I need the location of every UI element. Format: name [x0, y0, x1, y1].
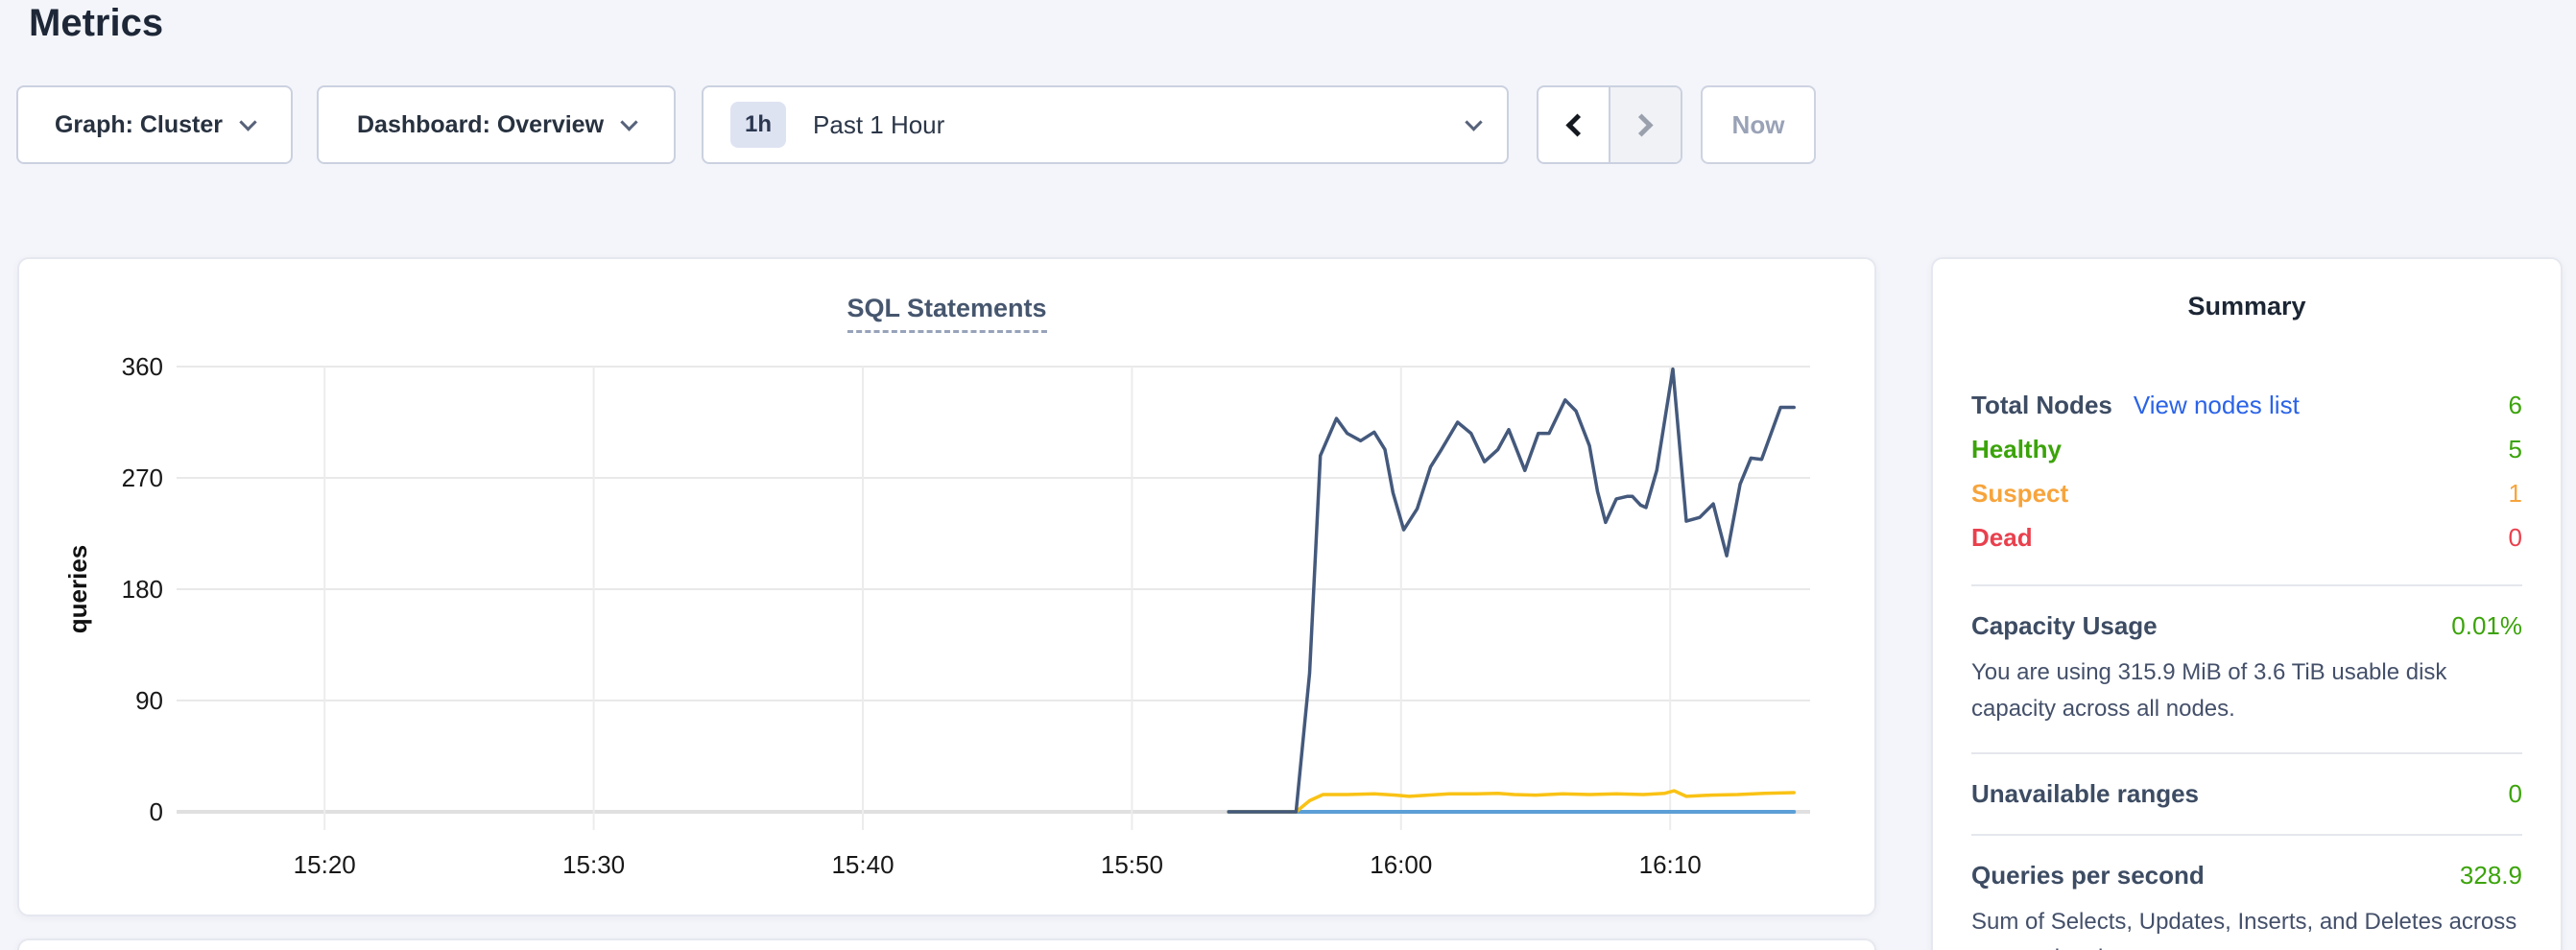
dashboard-dropdown-label: Dashboard: Overview — [356, 110, 605, 138]
summary-title: Summary — [2187, 292, 2306, 321]
time-range-label: Past 1 Hour — [813, 109, 945, 139]
svg-text:16:10: 16:10 — [1639, 850, 1702, 879]
capacity-usage-caption: You are using 315.9 MiB of 3.6 TiB usabl… — [1971, 659, 2447, 722]
now-button[interactable]: Now — [1701, 85, 1816, 164]
svg-text:270: 270 — [122, 463, 163, 492]
sql-statements-plot[interactable]: 0 90 180 270 360 15:20 15:30 15:40 15:50 16:00 16:… — [19, 259, 1878, 918]
total-nodes-value: 6 — [2508, 390, 2522, 419]
chevron-down-icon — [239, 112, 257, 131]
healthy-nodes-label: Healthy — [1971, 434, 2062, 463]
dead-nodes-value: 0 — [2508, 522, 2522, 552]
healthy-nodes-value: 5 — [2508, 434, 2522, 463]
svg-text:15:50: 15:50 — [1101, 850, 1163, 879]
queries-per-second-section: Queries per second 328.9 Sum of Selects,… — [1971, 836, 2522, 950]
total-nodes-label: Total Nodes — [1971, 390, 2112, 419]
svg-text:queries: queries — [63, 545, 92, 634]
queries-per-second-value: 328.9 — [2459, 861, 2522, 890]
dashboard-dropdown[interactable]: Dashboard: Overview — [317, 85, 676, 164]
svg-text:15:40: 15:40 — [831, 850, 894, 879]
time-range-selector[interactable]: 1h Past 1 Hour — [702, 85, 1509, 164]
unavailable-ranges-value: 0 — [2508, 779, 2522, 808]
queries-per-second-label: Queries per second — [1971, 861, 2205, 890]
time-range-badge: 1h — [730, 102, 787, 148]
healthy-nodes-row: Healthy 5 — [1971, 427, 2522, 471]
svg-text:180: 180 — [122, 575, 163, 604]
unavailable-ranges-section: Unavailable ranges 0 — [1971, 754, 2522, 834]
suspect-nodes-label: Suspect — [1971, 478, 2069, 508]
svg-text:90: 90 — [135, 686, 163, 715]
unavailable-ranges-label: Unavailable ranges — [1971, 779, 2199, 808]
summary-panel: Summary Total Nodes View nodes list 6 He… — [1931, 257, 2563, 950]
view-nodes-list-link[interactable]: View nodes list — [2133, 390, 2300, 419]
svg-text:16:00: 16:00 — [1370, 850, 1432, 879]
capacity-usage-label: Capacity Usage — [1971, 611, 2158, 640]
chevron-left-icon — [1565, 112, 1589, 137]
chart-title[interactable]: SQL Statements — [847, 294, 1047, 333]
suspect-nodes-row: Suspect 1 — [1971, 471, 2522, 515]
divider — [1971, 834, 2522, 836]
graph-dropdown[interactable]: Graph: Cluster — [16, 85, 293, 164]
total-nodes-row: Total Nodes View nodes list 6 — [1971, 383, 2522, 427]
svg-text:360: 360 — [122, 352, 163, 381]
chevron-down-icon — [1465, 112, 1483, 131]
svg-text:0: 0 — [150, 797, 163, 826]
now-button-label: Now — [1731, 109, 1785, 139]
svg-text:15:30: 15:30 — [562, 850, 625, 879]
suspect-nodes-value: 1 — [2508, 478, 2522, 508]
sql-statements-chart-card: SQL Statements 0 90 180 270 360 15:20 15:30 15:… — [17, 257, 1876, 916]
capacity-usage-section: Capacity Usage 0.01% You are using 315.9… — [1971, 586, 2522, 752]
next-chart-card-partial — [17, 938, 1876, 950]
divider — [1971, 584, 2522, 586]
capacity-usage-value: 0.01% — [2451, 611, 2522, 640]
dead-nodes-label: Dead — [1971, 522, 2033, 552]
chevron-down-icon — [620, 112, 638, 131]
graph-dropdown-label: Graph: Cluster — [54, 110, 224, 138]
divider — [1971, 752, 2522, 754]
svg-text:15:20: 15:20 — [294, 850, 356, 879]
chevron-right-icon — [1630, 112, 1654, 137]
page-title: Metrics — [29, 2, 164, 44]
time-step-buttons — [1537, 85, 1682, 164]
dead-nodes-row: Dead 0 — [1971, 515, 2522, 559]
previous-time-button[interactable] — [1538, 87, 1609, 162]
next-time-button[interactable] — [1609, 87, 1681, 162]
queries-per-second-caption: Sum of Selects, Updates, Inserts, and De… — [1971, 909, 2517, 950]
